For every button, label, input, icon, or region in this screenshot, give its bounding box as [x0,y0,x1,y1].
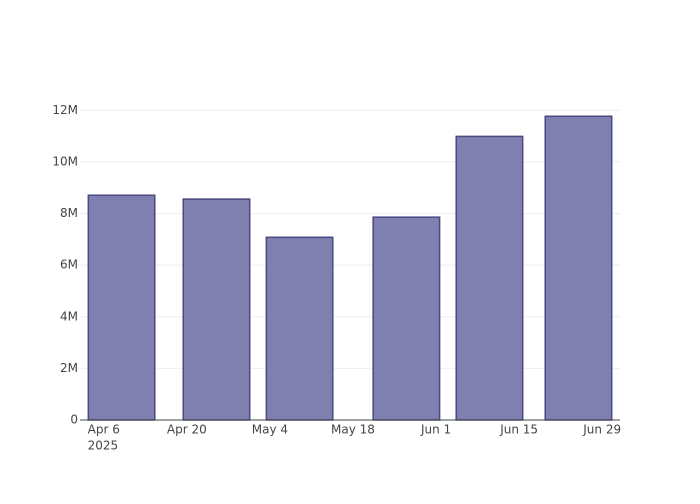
x-tick-label: Jun 29 [582,423,621,437]
x-tick-label: Apr 20 [167,423,207,437]
x-tick-label: May 4 [252,423,288,437]
x-tick-label: Jun 15 [499,423,538,437]
x-tick-label: Apr 6 [88,423,120,437]
bar [544,115,613,421]
y-tick-label: 2M [60,361,78,375]
bar [182,198,251,421]
x-tick-label: Jun 1 [420,423,451,437]
bar [265,236,334,421]
y-tick-label: 12M [52,103,78,117]
y-tick-label: 6M [60,258,78,272]
y-tick-label: 8M [60,206,78,220]
y-tick-label: 4M [60,309,78,323]
x-tick-label: May 18 [331,423,375,437]
bar [87,194,156,421]
y-tick-label: 10M [52,154,78,168]
y-tick-label: 0 [70,413,78,427]
bar [455,135,524,421]
bar [372,216,441,421]
x-year-label: 2025 [88,439,119,453]
